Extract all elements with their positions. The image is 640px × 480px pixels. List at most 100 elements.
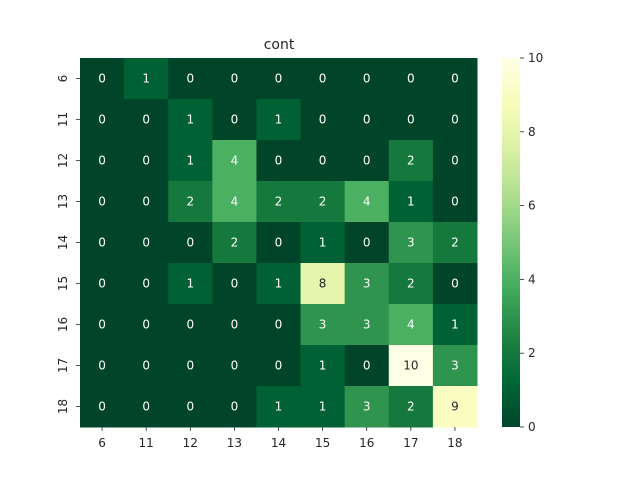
cell-value-label: 0 [275, 359, 283, 373]
heatmap-cell [256, 99, 302, 141]
heatmap-cell [124, 140, 169, 182]
heatmap-cell [256, 222, 302, 264]
cell-value-label: 0 [451, 113, 459, 127]
heatmap-cells: 0 1 0 0 0 0 0 0 00 0 1 0 1 0 0 0 00 0 1 4 0 0 0 2 00 0 2 4 2 2 4 1 00 0 0 2… [80, 58, 478, 428]
cell-value-label: 4 [407, 318, 415, 332]
x-tick-label: 11 [139, 436, 154, 450]
heatmap-cell [388, 222, 434, 264]
heatmap-cell [256, 58, 302, 100]
heatmap-cell [344, 99, 390, 141]
cell-value-label: 0 [363, 113, 371, 127]
heatmap-cell [344, 386, 390, 428]
heatmap-cell [212, 58, 257, 100]
heatmap-cell [212, 263, 257, 305]
colorbar-tick-label: 2 [528, 346, 536, 360]
cell-value-label: 0 [98, 277, 106, 291]
cell-value-label: 3 [319, 318, 327, 332]
cell-value-label: 2 [407, 277, 415, 291]
cell-value-label: 0 [98, 154, 106, 168]
cell-value-label: 0 [186, 72, 194, 86]
y-tick-label: 12 [56, 153, 70, 168]
heatmap-cell [344, 304, 390, 346]
colorbar-tick-label: 4 [528, 272, 536, 286]
heatmap-cell [124, 99, 169, 141]
cell-value-label: 0 [407, 72, 415, 86]
heatmap-cell [388, 263, 434, 305]
cell-value-label: 2 [451, 236, 459, 250]
cell-value-label: 2 [186, 195, 194, 209]
cell-value-label: 8 [319, 277, 327, 291]
cell-value-label: 0 [142, 359, 150, 373]
heatmap-cell [388, 58, 434, 100]
heatmap-cell [256, 181, 302, 223]
heatmap-cell [212, 386, 257, 428]
heatmap-cell [168, 345, 213, 387]
heatmap-cell [124, 345, 169, 387]
cell-value-label: 2 [275, 195, 283, 209]
heatmap-cell [80, 99, 125, 141]
cell-value-label: 0 [275, 154, 283, 168]
cell-value-label: 0 [142, 236, 150, 250]
cell-value-label: 1 [142, 72, 150, 86]
heatmap-cell [212, 99, 257, 141]
cell-value-label: 0 [319, 154, 327, 168]
cell-value-label: 3 [363, 318, 371, 332]
cell-value-label: 2 [407, 400, 415, 414]
cell-value-label: 0 [231, 318, 239, 332]
cell-value-label: 0 [319, 72, 327, 86]
heatmap-cell [432, 263, 478, 305]
heatmap-cell [432, 181, 478, 223]
cell-value-label: 1 [319, 236, 327, 250]
heatmap-cell [300, 263, 346, 305]
heatmap-cell [432, 304, 478, 346]
colorbar-gradient [502, 58, 520, 427]
cell-value-label: 0 [98, 359, 106, 373]
x-axis-ticks: 6 11 12 13 14 15 16 17 18 [98, 427, 463, 450]
cell-value-label: 0 [142, 113, 150, 127]
cell-value-label: 0 [275, 236, 283, 250]
y-axis-ticks: 6 11 12 13 14 15 16 17 18 [56, 75, 80, 414]
heatmap-cell [432, 99, 478, 141]
heatmap-cell [432, 58, 478, 100]
cell-value-label: 0 [98, 195, 106, 209]
heatmap-cell [300, 304, 346, 346]
cell-value-label: 0 [451, 277, 459, 291]
x-tick-label: 16 [359, 436, 374, 450]
heatmap-cell [344, 140, 390, 182]
cell-value-label: 0 [186, 236, 194, 250]
heatmap-cell [80, 140, 125, 182]
cell-value-label: 0 [407, 113, 415, 127]
cell-value-label: 1 [275, 400, 283, 414]
heatmap-cell [168, 58, 213, 100]
y-tick-label: 6 [56, 75, 70, 83]
heatmap-cell [300, 140, 346, 182]
heatmap-cell [256, 140, 302, 182]
y-tick-label: 11 [56, 112, 70, 127]
cell-value-label: 0 [231, 359, 239, 373]
heatmap-cell [344, 58, 390, 100]
heatmap-cell [300, 58, 346, 100]
cell-value-label: 0 [363, 72, 371, 86]
cell-value-label: 3 [363, 277, 371, 291]
heatmap-cell [80, 222, 125, 264]
y-tick-label: 14 [56, 235, 70, 250]
heatmap-cell [300, 345, 346, 387]
x-tick-label: 6 [98, 436, 106, 450]
cell-value-label: 4 [231, 195, 239, 209]
x-tick-label: 15 [315, 436, 330, 450]
heatmap-cell [300, 181, 346, 223]
cell-value-label: 1 [186, 113, 194, 127]
heatmap-cell [300, 222, 346, 264]
heatmap-cell [388, 140, 434, 182]
cell-value-label: 0 [275, 318, 283, 332]
x-tick-label: 14 [271, 436, 286, 450]
heatmap-cell [168, 222, 213, 264]
cell-value-label: 3 [451, 359, 459, 373]
cell-value-label: 9 [451, 400, 459, 414]
heatmap-cell [256, 386, 302, 428]
cell-value-label: 0 [363, 359, 371, 373]
heatmap-cell [300, 99, 346, 141]
cell-value-label: 0 [363, 154, 371, 168]
heatmap-cell [300, 386, 346, 428]
